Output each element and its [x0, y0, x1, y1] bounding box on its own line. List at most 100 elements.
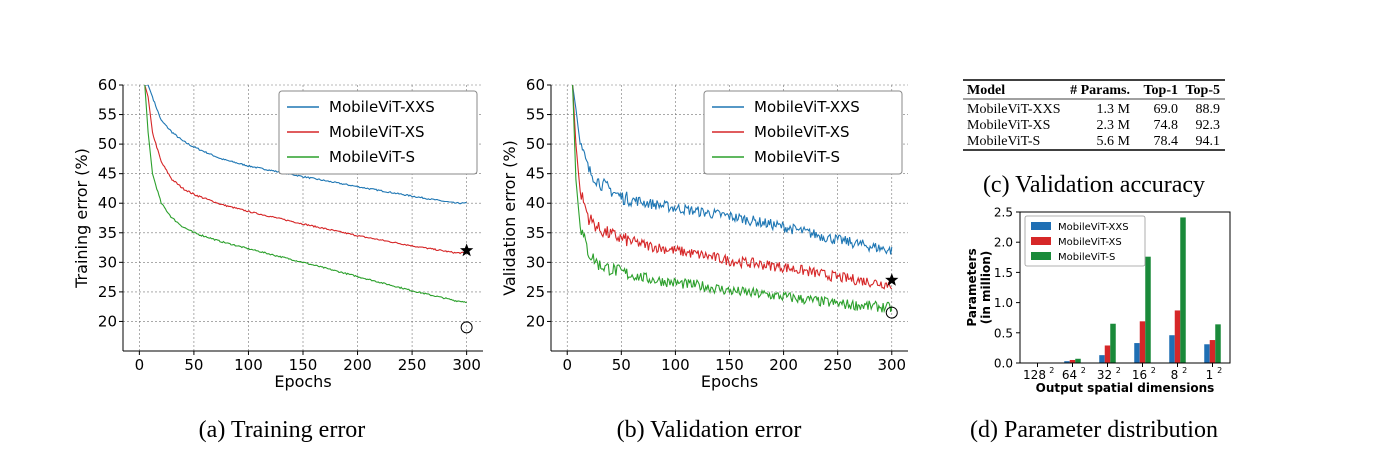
table-cell: 69.0 — [1154, 102, 1179, 117]
y-tick-label: 60 — [98, 76, 117, 94]
y-tick-label: 40 — [526, 194, 545, 212]
series-line-mobilevit-s — [572, 85, 893, 314]
legend-label-mobilevit-xxs: MobileViT-XXS — [754, 98, 860, 116]
x-tick-label: 0 — [135, 356, 145, 374]
y-tick-label: 50 — [526, 135, 545, 153]
y-tick-label: 2.0 — [994, 236, 1013, 250]
star-marker — [460, 243, 474, 257]
x-tick-label-exponent: 2 — [1081, 366, 1086, 375]
bar-mobilevit-xs-16 — [1139, 321, 1146, 363]
legend-label-mobilevit-s: MobileViT-S — [1058, 252, 1115, 263]
validation-error-panel: 0 50 100 150 200 250 300 20 25 30 35 40 45 50 55 60 Epoc… — [500, 76, 908, 391]
x-tick-label-exponent: 2 — [1116, 366, 1121, 375]
series-line-mobilevit-xxs — [572, 85, 893, 255]
x-axis-label: Epochs — [701, 372, 758, 391]
x-tick-label: 200 — [343, 356, 372, 374]
legend-label-mobilevit-xxs: MobileViT-XXS — [1058, 222, 1129, 233]
bar-mobilevit-xs-64 — [1069, 359, 1076, 363]
table-cell: 74.8 — [1154, 118, 1179, 133]
caption-a: (a) Training error — [199, 417, 366, 443]
table-cell: 88.9 — [1196, 102, 1221, 117]
caption-d: (d) Parameter distribution — [970, 417, 1218, 443]
legend-label-mobilevit-s: MobileViT-S — [329, 148, 415, 166]
bar-mobilevit-xs-32 — [1104, 345, 1111, 363]
bar-mobilevit-s-8 — [1180, 217, 1186, 363]
y-tick-label: 55 — [526, 106, 545, 124]
legend-swatch-mobilevit-xxs — [1031, 222, 1051, 230]
y-tick-label: 20 — [98, 312, 117, 330]
x-tick-label: 16 — [1132, 368, 1147, 382]
table-cell: 1.3 M — [1097, 102, 1131, 117]
x-tick-label: 250 — [398, 356, 427, 374]
y-tick-label: 50 — [98, 135, 117, 153]
y-tick-label: 25 — [526, 283, 545, 301]
y-tick-label: 35 — [98, 224, 117, 242]
series-line-mobilevit-s — [144, 85, 467, 304]
y-tick-label: 30 — [526, 253, 545, 271]
bar-mobilevit-xs-1 — [1209, 340, 1216, 363]
y-tick-label: 1.0 — [994, 296, 1013, 310]
x-tick-label-exponent: 2 — [1151, 366, 1156, 375]
y-tick-label: 1.5 — [994, 266, 1013, 280]
x-tick-label-exponent: 2 — [1182, 366, 1187, 375]
bar-mobilevit-xxs-64 — [1064, 361, 1070, 363]
x-tick-label-exponent: 2 — [1217, 366, 1222, 375]
x-tick-label-exponent: 2 — [1049, 366, 1054, 375]
table-cell: MobileViT-XXS — [967, 102, 1061, 117]
x-tick-label: 150 — [289, 356, 318, 374]
y-tick-label: 30 — [98, 253, 117, 271]
x-tick-label: 50 — [184, 356, 203, 374]
bar-mobilevit-xxs-16 — [1134, 343, 1140, 363]
y-tick-label: 20 — [526, 312, 545, 330]
training-error-panel: 0 50 100 150 200 250 300 20 25 30 35 40 45 50 55 60 Epoc… — [72, 76, 483, 391]
bar-mobilevit-s-16 — [1145, 256, 1151, 363]
x-tick-label: 100 — [234, 356, 263, 374]
y-tick-label: 60 — [526, 76, 545, 94]
circle-marker — [460, 321, 473, 334]
x-tick-label: 100 — [661, 356, 690, 374]
star-marker — [885, 273, 899, 286]
x-tick-label: 8 — [1171, 368, 1179, 382]
bar-mobilevit-s-1 — [1215, 324, 1221, 363]
y-tick-label: 0.5 — [994, 326, 1013, 340]
y-axis-label: Validation error (%) — [500, 140, 519, 296]
caption-b: (b) Validation error — [617, 417, 802, 443]
y-tick-label: 45 — [98, 165, 117, 183]
x-tick-label: 1 — [1206, 368, 1214, 382]
legend-label-mobilevit-xxs: MobileViT-XXS — [329, 98, 435, 116]
y-tick-label: 2.5 — [994, 206, 1013, 220]
legend-box — [703, 90, 903, 175]
bar-mobilevit-s-32 — [1110, 323, 1116, 363]
y-tick-label: 35 — [526, 224, 545, 242]
validation-accuracy-table: Model # Params. Top-1 Top-5 MobileViT-XXS 1.3… — [963, 79, 1225, 151]
legend-label-mobilevit-s: MobileViT-S — [754, 148, 840, 166]
x-tick-label: 64 — [1062, 368, 1077, 382]
bar-mobilevit-xxs-1 — [1204, 344, 1210, 363]
y-tick-label: 45 — [526, 165, 545, 183]
table-cell: 94.1 — [1196, 134, 1221, 149]
y-axis-label: Parameters — [965, 248, 979, 326]
series-line-mobilevit-xs — [144, 85, 467, 255]
table-cell: MobileViT-S — [967, 134, 1040, 149]
x-tick-label: 32 — [1097, 368, 1112, 382]
series-line-mobilevit-xxs — [144, 85, 467, 205]
table-cell: 2.3 M — [1097, 118, 1131, 133]
x-tick-label: 250 — [823, 356, 852, 374]
circle-marker — [885, 306, 898, 319]
table-header-top-5: Top-5 — [1185, 83, 1220, 98]
caption-c: (c) Validation accuracy — [983, 172, 1205, 198]
x-axis-label: Output spatial dimensions — [1036, 381, 1215, 395]
x-tick-label: 200 — [769, 356, 798, 374]
table-header-model: Model — [967, 83, 1005, 98]
legend-box — [278, 90, 478, 175]
legend-swatch-mobilevit-xs — [1031, 237, 1051, 245]
y-axis-label: Training error (%) — [72, 148, 91, 289]
x-tick-label: 128 — [1023, 368, 1046, 382]
table-cell: MobileViT-XS — [967, 118, 1050, 133]
bar-mobilevit-xs-8 — [1174, 310, 1181, 363]
y-tick-label: 0.0 — [994, 357, 1013, 371]
x-tick-label: 50 — [612, 356, 631, 374]
x-tick-label: 150 — [715, 356, 744, 374]
y-tick-label: 55 — [98, 106, 117, 124]
